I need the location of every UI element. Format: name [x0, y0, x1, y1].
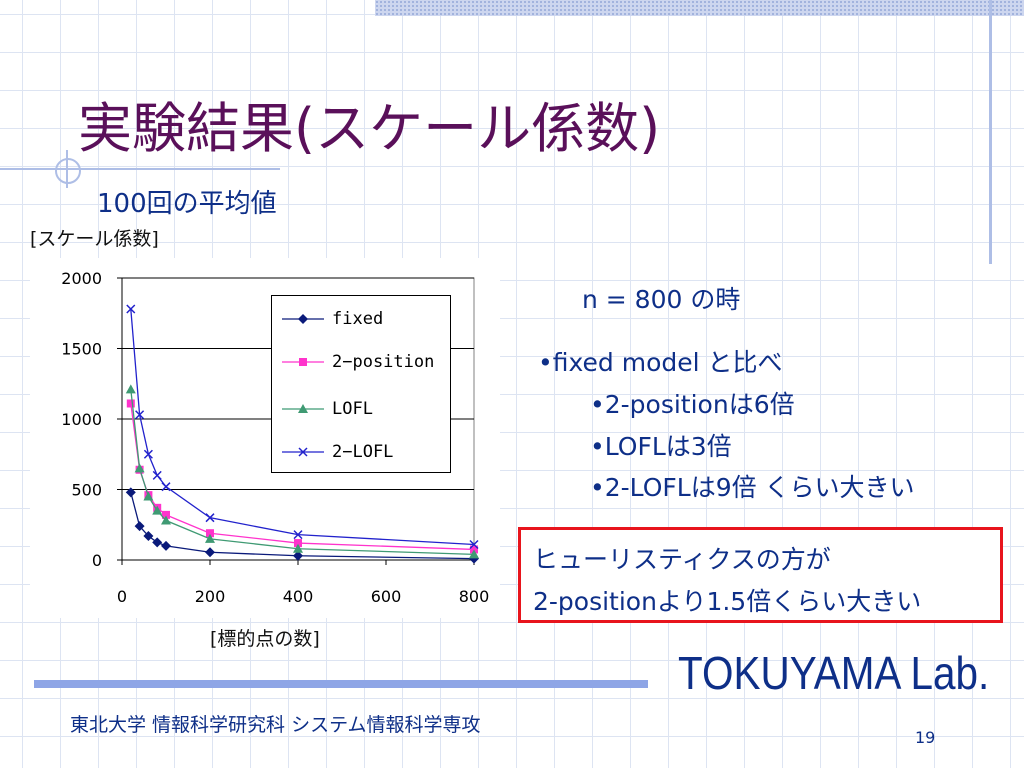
highlight-line-1: ヒューリスティクスの方が [533, 545, 831, 574]
tick-label-y-0: 0 [92, 551, 102, 570]
point-fixed-60 [143, 531, 154, 542]
point-fixed-800 [469, 553, 479, 564]
legend-item-2-position: 2−position [280, 351, 450, 373]
legend-swatch-2-lofl [282, 447, 324, 457]
tick-label-y-500: 500 [71, 481, 102, 500]
point-2-position-100 [162, 510, 170, 519]
point-lofl-200 [205, 533, 215, 543]
tick-label-x-0: 0 [117, 587, 127, 606]
point-lofl-800 [469, 549, 479, 559]
slide-title: 実験結果(スケール係数) [78, 97, 661, 160]
point-2-lofl-800 [469, 539, 479, 550]
tick-label-x-800: 800 [459, 587, 490, 606]
point-fixed-80 [152, 537, 163, 548]
legend-swatch-fixed [282, 314, 324, 324]
bullet-2-position: •2-positionは6倍 [590, 390, 795, 419]
tick-label-x-400: 400 [283, 587, 314, 606]
point-2-lofl-100 [161, 482, 171, 492]
header-dotted-band [375, 0, 1024, 16]
tick-label-x-200: 200 [195, 587, 226, 606]
point-lofl-40 [134, 463, 145, 473]
point-2-lofl-200 [205, 513, 215, 523]
legend-item-fixed: fixed [280, 308, 450, 330]
point-2-position-200 [206, 529, 214, 538]
point-fixed-200 [205, 547, 215, 558]
point-lofl-20 [125, 384, 136, 394]
bullet-fixed-comparison: •fixed model と比べ [538, 348, 783, 377]
decorative-cross-line [66, 150, 68, 188]
tick-label-y-1500: 1500 [61, 340, 102, 359]
point-fixed-100 [161, 540, 171, 551]
legend-label-2-position: 2−position [332, 352, 435, 372]
chart-x-axis-label: [標的点の数] [210, 628, 320, 650]
bullet-2-lofl: •2-LOFLは9倍 くらい大きい [590, 473, 915, 502]
point-2-lofl-60 [143, 449, 153, 459]
legend-item-lofl: LOFL [280, 398, 450, 420]
point-2-lofl-400 [293, 530, 303, 540]
legend-label-2-lofl: 2−LOFL [332, 442, 394, 462]
chart-y-axis-label: [スケール係数] [30, 228, 159, 250]
point-lofl-400 [293, 543, 303, 553]
point-2-lofl-80 [152, 470, 162, 480]
page-number: 19 [915, 728, 936, 747]
legend-swatch-lofl [282, 404, 324, 413]
legend-swatch-2-position [282, 358, 324, 366]
point-2-position-20 [126, 399, 135, 408]
chart-legend: fixed 2−position LOFL 2−LOFL [271, 295, 451, 473]
lab-name: TOKUYAMA Lab. [678, 647, 990, 699]
highlight-box: ヒューリスティクスの方が 2-positionより1.5倍くらい大きい [518, 527, 1003, 623]
slide-subtitle: 100回の平均値 [97, 189, 277, 219]
legend-label-fixed: fixed [332, 309, 384, 329]
series-line-2-lofl [130, 308, 475, 546]
footer-affiliation: 東北大学 情報科学研究科 システム情報科学専攻 [70, 714, 481, 736]
highlight-line-2: 2-positionより1.5倍くらい大きい [533, 587, 922, 616]
point-fixed-40 [134, 521, 145, 532]
tick-label-x-600: 600 [371, 587, 402, 606]
point-fixed-400 [293, 550, 303, 561]
footer-accent-bar [34, 680, 648, 688]
point-2-position-400 [294, 539, 302, 548]
point-lofl-100 [161, 515, 171, 525]
decorative-horizontal-line [0, 168, 280, 170]
point-fixed-20 [125, 487, 136, 498]
point-2-lofl-40 [135, 410, 145, 420]
legend-item-2-lofl: 2−LOFL [280, 441, 450, 463]
legend-label-lofl: LOFL [332, 399, 373, 419]
tick-label-y-1000: 1000 [61, 410, 102, 429]
decorative-circle [55, 158, 81, 184]
point-lofl-60 [143, 491, 154, 501]
decorative-vertical-line [989, 0, 992, 264]
series-line-lofl [130, 389, 475, 556]
point-2-lofl-20 [126, 304, 136, 314]
point-lofl-80 [152, 505, 163, 515]
condition-note: n = 800 の時 [582, 285, 741, 314]
tick-label-y-2000: 2000 [61, 269, 102, 288]
bullet-lofl: •LOFLは3倍 [590, 432, 732, 461]
